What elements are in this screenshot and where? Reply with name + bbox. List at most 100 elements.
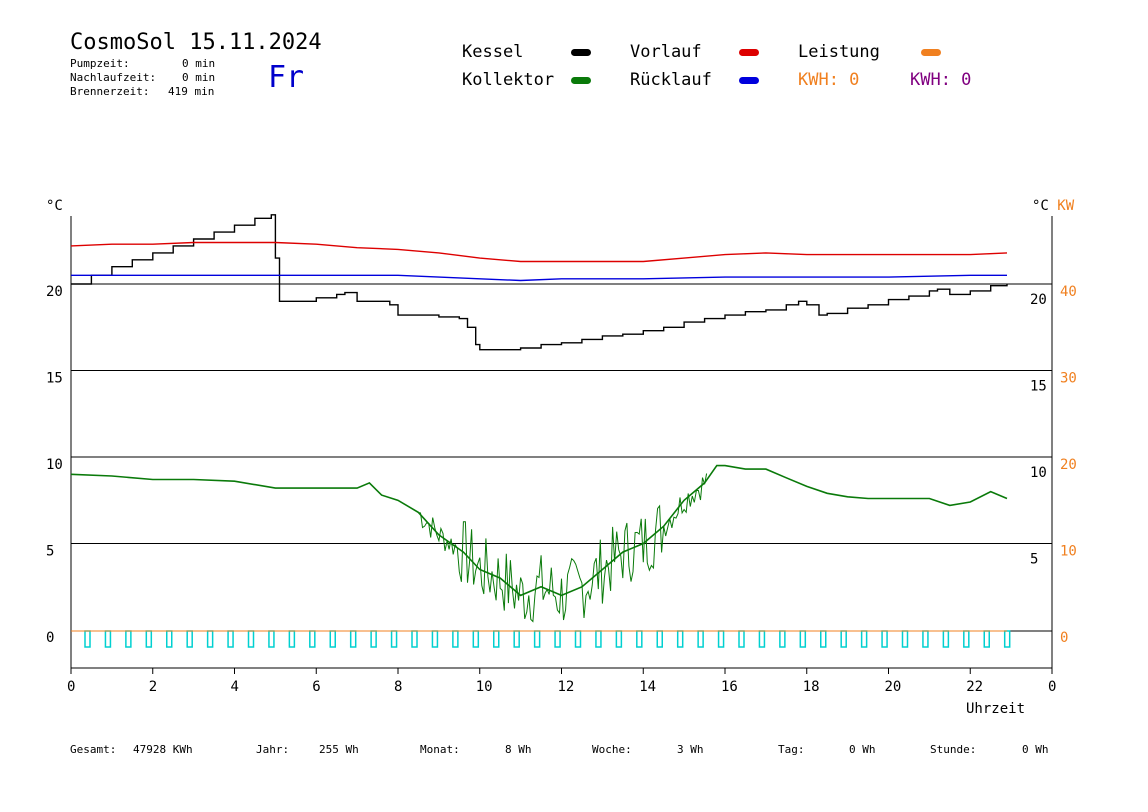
pump-pulse	[820, 630, 827, 648]
pump-indicator	[84, 630, 1011, 648]
pump-pulse	[656, 630, 663, 648]
x-tick-label: 20	[885, 679, 902, 695]
pump-pulse	[963, 630, 970, 648]
y-right-tick-label: 20	[1030, 292, 1047, 308]
x-tick-label: 10	[476, 679, 493, 695]
pump-pulse	[799, 630, 807, 648]
pump-pulse	[758, 630, 766, 648]
legend-vorlauf-swatch	[739, 49, 759, 56]
legend-leistung-swatch	[921, 49, 941, 56]
pump-pulse	[472, 630, 480, 648]
pump-pulse	[145, 630, 153, 648]
pump-pulse	[554, 630, 561, 648]
pump-pulse	[697, 630, 704, 648]
pump-pulse	[329, 630, 336, 648]
pump-pulse	[411, 630, 418, 648]
footer-jahr-value: 255 Wh	[319, 743, 359, 756]
grid-lines	[70, 216, 1053, 669]
stat-nachlaufzeit-label: Nachlaufzeit:	[70, 71, 157, 84]
legend-kollektor-swatch	[571, 77, 591, 84]
y-left-tick-label: 20	[46, 284, 63, 300]
footer-stunde-value: 0 Wh	[1022, 743, 1049, 756]
x-tick-label: 22	[966, 679, 983, 695]
x-tick-label: 6	[312, 679, 320, 695]
y-right-kw-tick-label: 30	[1060, 371, 1077, 387]
footer-woche-value: 3 Wh	[677, 743, 704, 756]
pump-pulse	[636, 630, 643, 648]
pump-pulse	[881, 630, 888, 648]
y-right-tick-label: 5	[1030, 552, 1038, 568]
legend-kessel-label: Kessel	[462, 42, 524, 62]
footer-stunde-label: Stunde:	[930, 743, 977, 756]
weekday-label: Fr	[268, 60, 305, 95]
pump-pulse	[860, 630, 868, 648]
pump-pulse	[268, 630, 275, 648]
footer-gesamt-value: 47928 KWh	[133, 743, 193, 756]
pump-pulse	[779, 630, 786, 648]
y-right-kw-tick-label: 10	[1060, 544, 1077, 560]
pump-pulse	[922, 630, 929, 648]
legend-leistung-label: Leistung	[798, 42, 880, 62]
x-tick-label: 16	[721, 679, 738, 695]
pump-pulse	[390, 630, 398, 648]
pump-pulse	[370, 630, 377, 648]
series-kessel	[71, 214, 1008, 351]
pump-pulse	[104, 630, 112, 648]
stat-pumpzeit-value: 0 min	[182, 57, 216, 70]
pump-pulse	[309, 630, 316, 648]
y-right-tick-label: 10	[1030, 465, 1047, 481]
series-ruecklauf	[71, 274, 1007, 282]
footer-jahr-label: Jahr:	[256, 743, 290, 756]
y-left-tick-label: 0	[46, 630, 54, 646]
x-tick-label: 14	[639, 679, 656, 695]
x-tick-label: 0	[1048, 679, 1056, 695]
y-left-tick-label: 5	[46, 544, 54, 560]
legend-ruecklauf-swatch	[739, 77, 759, 84]
pump-pulse	[227, 630, 234, 648]
pump-pulse	[431, 630, 439, 648]
stat-pumpzeit-label: Pumpzeit:	[70, 57, 130, 70]
pump-pulse	[942, 630, 950, 648]
pump-pulse	[840, 630, 847, 648]
footer-gesamt-label: Gesamt:	[70, 743, 117, 756]
x-tick-label: 2	[149, 679, 157, 695]
pump-pulse	[513, 630, 520, 648]
series-lines	[70, 214, 1008, 632]
x-tick-label: 4	[231, 679, 239, 695]
y-right-kw-tick-label: 0	[1060, 630, 1068, 646]
pump-pulse	[574, 630, 582, 648]
pump-pulse	[615, 630, 623, 648]
stat-brennerzeit-label: Brennerzeit:	[70, 85, 150, 98]
stat-brennerzeit-value: 419 min	[168, 85, 215, 98]
y-right-kw-tick-label: 20	[1060, 457, 1077, 473]
footer-monat-label: Monat:	[420, 743, 460, 756]
y-left-tick-label: 15	[46, 371, 63, 387]
pump-pulse	[452, 630, 459, 648]
legend-ruecklauf-label: Rücklauf	[630, 70, 712, 90]
pump-pulse	[125, 630, 132, 648]
pump-pulse	[901, 630, 909, 648]
y-right-unit: °C KW	[1032, 198, 1075, 214]
footer-tag-value: 0 Wh	[849, 743, 876, 756]
y-left-unit: °C	[46, 198, 63, 214]
series-kollektor	[70, 464, 1008, 597]
pump-pulse	[166, 630, 173, 648]
pump-pulse	[717, 630, 725, 648]
legend-kollektor-label: Kollektor	[462, 70, 555, 90]
pump-pulse	[206, 630, 214, 648]
footer-monat-value: 8 Wh	[505, 743, 532, 756]
stat-nachlaufzeit-value: 0 min	[182, 71, 216, 84]
footer-woche-label: Woche:	[592, 743, 632, 756]
series-kollektor-fluctuation	[418, 473, 708, 623]
x-tick-label: 12	[558, 679, 575, 695]
x-axis-label: Uhrzeit	[966, 701, 1026, 717]
pump-pulse	[186, 630, 193, 648]
y-right-kw-tick-label: 40	[1060, 284, 1077, 300]
footer-tag-label: Tag:	[778, 743, 805, 756]
pump-pulse	[288, 630, 296, 648]
pump-pulse	[533, 630, 541, 648]
pump-pulse	[84, 630, 91, 648]
y-left-tick-label: 10	[46, 457, 63, 473]
pump-pulse	[983, 630, 990, 648]
